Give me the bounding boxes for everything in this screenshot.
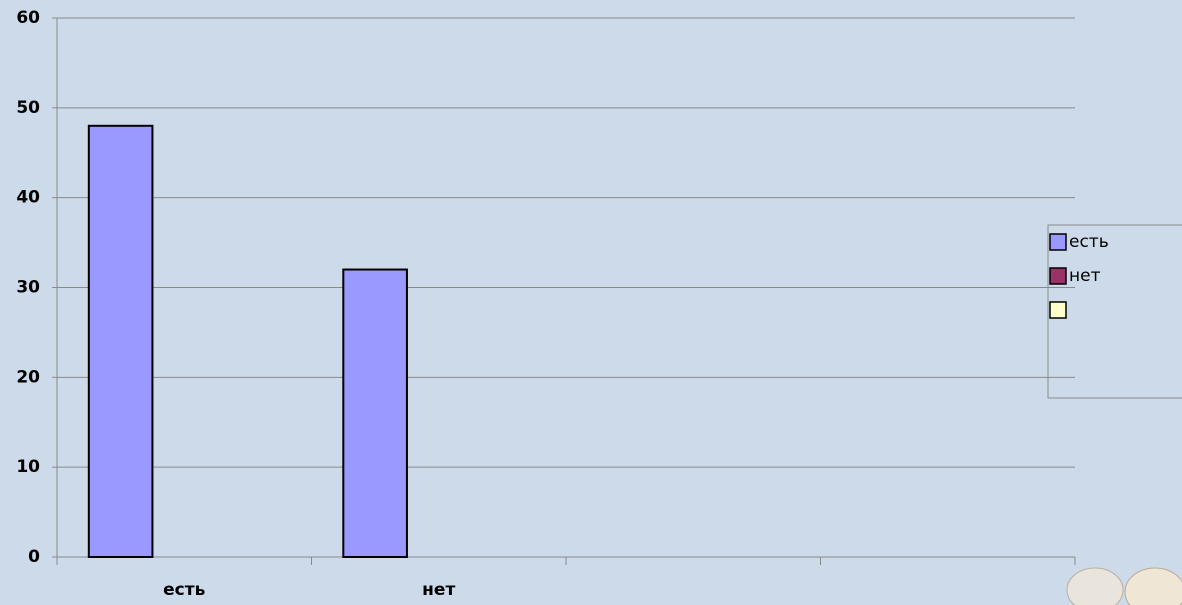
y-tick-label: 10 [16, 457, 40, 477]
legend-label: нет [1069, 266, 1101, 286]
x-tick-label: есть [163, 580, 205, 600]
legend-swatch [1049, 267, 1067, 285]
y-tick-label: 40 [16, 188, 40, 208]
legend-swatch [1049, 233, 1067, 251]
y-tick-label: 20 [16, 367, 40, 387]
legend-label: есть [1069, 232, 1109, 252]
legend-swatch [1049, 301, 1067, 319]
x-tick-label: нет [422, 580, 455, 600]
y-tick-label: 30 [16, 278, 40, 298]
y-tick-label: 50 [16, 98, 40, 118]
bar [87, 124, 154, 559]
decoration [1066, 567, 1182, 605]
bar [342, 268, 408, 558]
legend-box [1047, 224, 1182, 399]
y-tick-label: 0 [28, 547, 40, 567]
y-tick-label: 60 [16, 8, 40, 28]
